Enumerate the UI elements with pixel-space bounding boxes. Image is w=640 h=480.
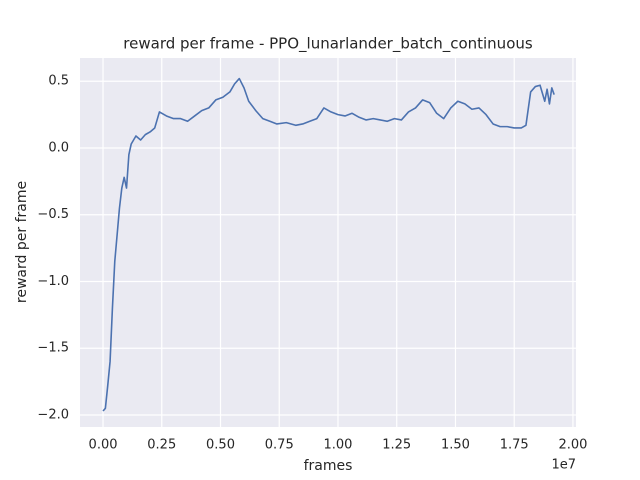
plot-area [80,58,576,427]
y-tick-label: −1.0 [37,274,69,289]
x-tick-label: 1.25 [382,438,411,453]
chart-title: reward per frame - PPO_lunarlander_batch… [123,35,533,54]
x-tick-label: 1.50 [441,438,470,453]
x-tick-label: 0.25 [147,438,176,453]
line [102,77,555,412]
x-tick-label: 0.50 [206,438,235,453]
x-offset-label: 1e7 [551,458,576,473]
x-tick-label: 1.75 [500,438,529,453]
y-tick-label: 0.5 [48,74,69,89]
x-tick-label: 2.00 [558,438,587,453]
y-tick-label: 0.0 [48,140,69,155]
x-tick-label: 0.75 [265,438,294,453]
y-axis-label: reward per frame [14,181,30,303]
y-tick-label: −0.5 [37,207,69,222]
x-tick-label: 1.00 [324,438,353,453]
y-tick-label: −1.5 [37,341,69,356]
x-tick-label: 0.00 [89,438,118,453]
x-axis-label: frames [304,458,353,474]
y-tick-label: −2.0 [37,407,69,422]
